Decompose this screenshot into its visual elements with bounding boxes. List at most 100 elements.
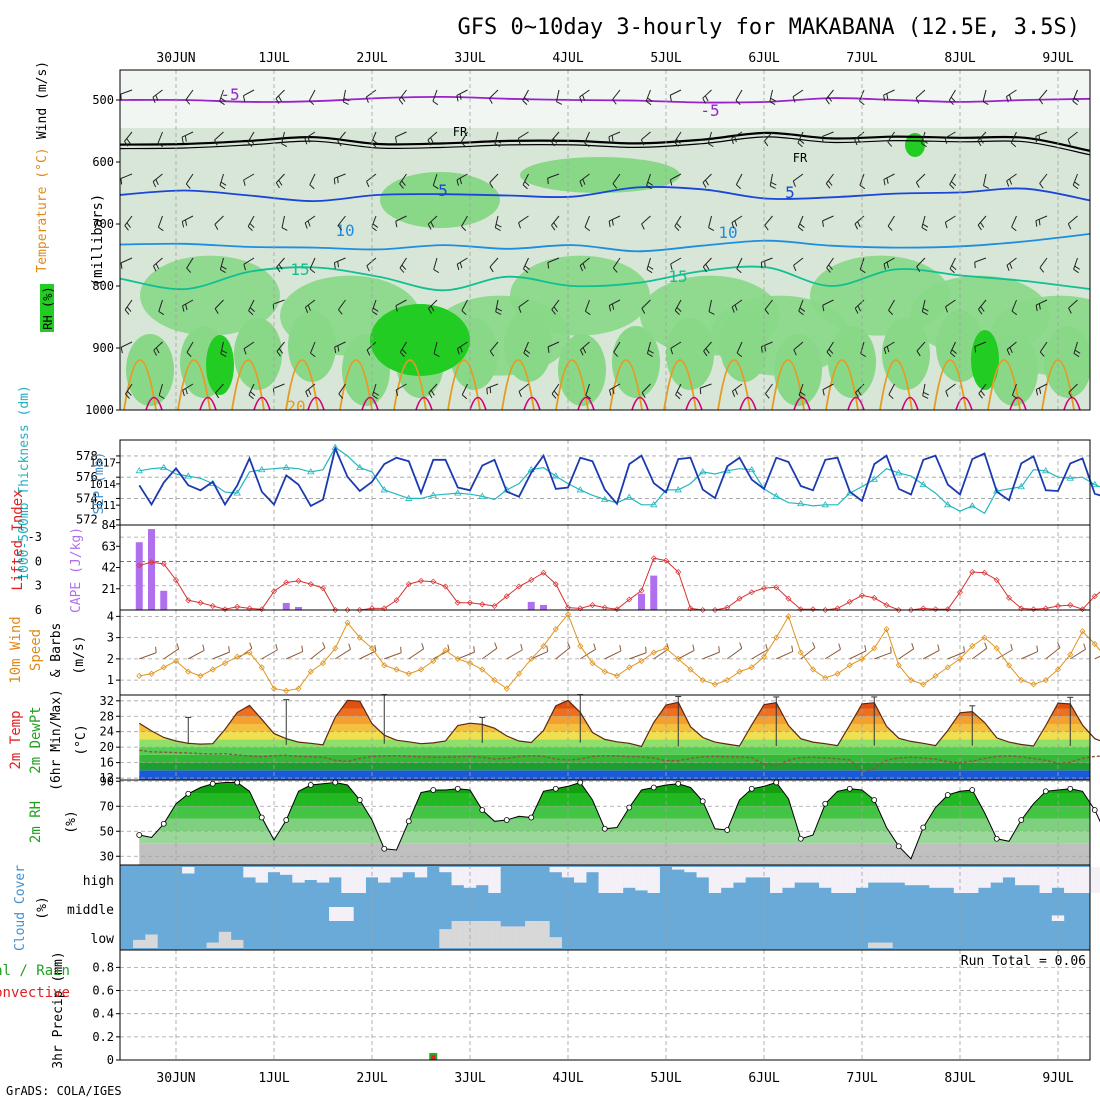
wind-barb	[898, 648, 914, 660]
wind-barb-flag	[828, 264, 833, 270]
wind-barb-flag	[646, 269, 653, 274]
wind-barb	[731, 299, 743, 308]
wind-barb	[359, 650, 377, 660]
wind-speed-point	[699, 677, 706, 684]
wind-barb-flag	[249, 307, 255, 312]
wind-barb-flag	[185, 303, 188, 311]
wind-barb	[977, 215, 987, 226]
cloud-cell-high	[316, 867, 330, 883]
wind-barb	[518, 383, 529, 392]
wind-barb-flag	[764, 309, 770, 315]
lifted-index-point	[295, 577, 302, 584]
wind-speed-point	[319, 660, 327, 667]
wind-barb-flag	[243, 179, 246, 186]
wind-speed-point	[748, 664, 755, 671]
wind-barb-flag	[923, 391, 929, 396]
cloud-cell-low	[439, 929, 452, 948]
thickness-point	[772, 492, 780, 499]
wind-barb-flag	[676, 307, 682, 312]
wind-barb-flag	[648, 349, 654, 354]
date-label-bottom: 8JUL	[944, 1071, 975, 1086]
wind-barb	[395, 383, 407, 391]
cloud-cell-high	[880, 867, 893, 883]
wind-barb	[551, 383, 560, 395]
wind-barb-flag	[1067, 223, 1072, 230]
wind-axis-label-a: 10m Wind	[8, 616, 24, 683]
wind-barb	[489, 89, 499, 99]
cloud-cell-high	[402, 867, 415, 873]
rh-moist-column	[612, 326, 660, 398]
wind-barb	[185, 89, 194, 101]
wind-barb-flag	[459, 177, 463, 185]
cape-tick: 21	[102, 582, 116, 596]
isotherm-25-spike	[469, 396, 487, 410]
thickness-point	[1091, 480, 1099, 488]
wind-barb-flag	[546, 645, 549, 652]
wind-tick: 1	[107, 673, 114, 687]
wind-barb	[489, 257, 499, 268]
wind-speed-point	[675, 655, 682, 662]
wind-barb-flag	[812, 642, 816, 648]
cloud-cell-high	[1064, 867, 1077, 893]
lifted-index-point	[846, 598, 853, 605]
wind-barb-flag	[1035, 304, 1038, 312]
isotherm-25-spike	[631, 396, 649, 410]
lifted-index-point	[773, 584, 780, 591]
wind-barb	[124, 299, 133, 311]
wind-barb-flag	[124, 141, 129, 147]
lifted-index-point	[173, 577, 179, 584]
wind-barb-flag	[951, 349, 957, 354]
temp-axis-label-c: (6hr Min/Max)	[49, 689, 64, 791]
wind-barb-flag	[760, 262, 763, 269]
wind-barb	[281, 215, 285, 228]
wind-barb-flag	[1038, 387, 1042, 394]
wind-barb-flag	[338, 309, 343, 315]
cloud-cell-high	[549, 867, 562, 873]
wind-barb-flag	[827, 96, 833, 102]
cloud-cell-high	[745, 867, 758, 878]
wind-speed-point	[258, 664, 265, 671]
wind-barb	[585, 383, 590, 396]
wind-speed-point	[871, 645, 878, 652]
wind-barb-flag	[278, 264, 283, 270]
wind-barb-flag	[278, 179, 283, 186]
wind-barb-flag	[765, 643, 768, 651]
thickness-point	[919, 480, 927, 488]
wind-barb-flag	[579, 96, 583, 103]
rh-point	[797, 835, 804, 842]
wind-barb-flag	[460, 141, 466, 147]
wind-barb	[792, 89, 804, 98]
lifted-index-point	[136, 562, 143, 569]
precip-tick: 0.2	[92, 1030, 114, 1044]
date-label-top: 30JUN	[156, 51, 195, 66]
thickness-point	[601, 495, 609, 502]
wind-barb	[1039, 173, 1048, 184]
thickness-point	[429, 491, 437, 498]
wind-barb	[152, 173, 163, 182]
wind-barb-flag	[799, 139, 805, 144]
wind-barb-flag	[886, 346, 890, 353]
wind-barb-flag	[883, 348, 887, 355]
wind-speed-point	[356, 634, 363, 641]
wind-barb-flag	[337, 345, 340, 352]
cloud-cell-low	[488, 921, 501, 948]
wind-barb	[310, 647, 326, 660]
wind-barb-flag	[921, 143, 927, 148]
wind-barb-flag	[395, 221, 398, 228]
wind-tick: 2	[107, 652, 114, 666]
temp-band	[139, 762, 1090, 771]
wind-speed-point	[969, 643, 976, 650]
wind-barb-flag	[215, 392, 220, 399]
temp-band-base	[139, 775, 1090, 780]
wind-barb	[215, 383, 224, 394]
wind-speed-point	[528, 655, 535, 662]
wind-barb	[1021, 651, 1038, 660]
cloud-cell-high	[623, 867, 636, 888]
wind-barb	[395, 215, 407, 222]
wind-barb-flag	[184, 219, 188, 226]
wind-barb-flag	[456, 348, 460, 355]
date-label-bottom: 4JUL	[552, 1071, 583, 1086]
wind-barb-flag	[489, 182, 494, 189]
wind-speed-point	[172, 657, 180, 665]
wind-barb-flag	[1011, 310, 1018, 316]
